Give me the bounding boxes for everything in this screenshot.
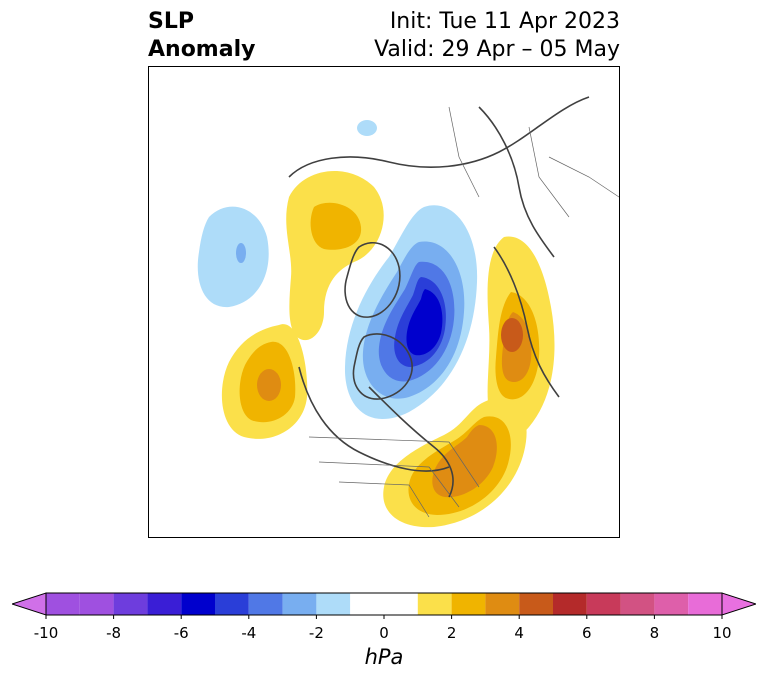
colorbar-bin [248, 593, 283, 615]
colorbar-tick-label: 0 [379, 624, 389, 642]
colorbar-bin [519, 593, 553, 615]
colorbar-bin [282, 593, 317, 615]
valid-period: Init: Tue 11 Apr 2023 Valid: 29 Apr – 05… [374, 8, 620, 64]
europe-scandinavia-high [487, 236, 555, 437]
colorbar-under-extension [10, 592, 47, 616]
colorbar-bin [553, 593, 587, 615]
colorbar-bin [654, 593, 689, 615]
colorbar-tick-label: -8 [106, 624, 122, 642]
canada-high [286, 170, 384, 341]
colorbar-bin [181, 593, 215, 615]
valid-range: Valid: 29 Apr – 05 May [374, 37, 620, 62]
title-line-2: Anomaly [148, 37, 256, 62]
colorbar-tick-label: 8 [649, 624, 660, 642]
colorbar-tick-label: 6 [582, 624, 592, 642]
colorbar-tick-label: -4 [241, 624, 257, 642]
colorbar-tick-label: 4 [514, 624, 524, 642]
borders [308, 106, 619, 518]
colorbar-bin [215, 593, 249, 615]
colorbar-bin [451, 593, 486, 615]
colorbar-bin [485, 593, 520, 615]
init-date: Init: Tue 11 Apr 2023 [389, 9, 620, 34]
colorbar-bin [417, 593, 452, 615]
siberia-low [197, 206, 269, 308]
colorbar-bin [350, 593, 418, 615]
polar-low [344, 205, 478, 420]
title-line-1: SLP [148, 9, 194, 34]
colorbar-tick-label: 2 [446, 624, 457, 642]
colorbar-bin [46, 593, 80, 615]
colorbar-bin [316, 593, 351, 615]
asia-small-low [357, 120, 377, 136]
colorbar-over-extension [721, 592, 758, 616]
coastlines [288, 96, 590, 498]
map-title: SLP Anomaly [148, 8, 255, 64]
colorbar [10, 590, 758, 620]
anomaly-map [197, 96, 619, 528]
colorbar-tick-label: -2 [308, 624, 324, 642]
colorbar-bin [586, 593, 621, 615]
colorbar-tick-label: 10 [712, 624, 732, 642]
colorbar-bin [147, 593, 182, 615]
colorbar-svg [10, 592, 758, 619]
colorbar-bin [79, 593, 114, 615]
colorbar-bin [688, 593, 722, 615]
west-atlantic-high [383, 397, 527, 528]
colorbar-bin [620, 593, 655, 615]
map-panel [148, 66, 620, 538]
colorbar-unit: hPa [364, 645, 404, 669]
north-pacific-high [221, 324, 308, 439]
colorbar-tick-label: -6 [173, 624, 189, 642]
colorbar-tick-label: -10 [33, 624, 59, 642]
colorbar-bin [113, 593, 148, 615]
